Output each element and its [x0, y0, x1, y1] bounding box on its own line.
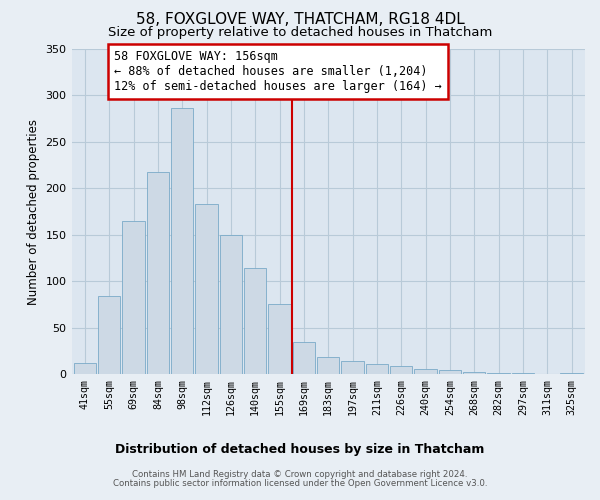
Text: 58, FOXGLOVE WAY, THATCHAM, RG18 4DL: 58, FOXGLOVE WAY, THATCHAM, RG18 4DL — [136, 12, 464, 28]
Bar — [171, 108, 193, 374]
Text: Distribution of detached houses by size in Thatcham: Distribution of detached houses by size … — [115, 442, 485, 456]
Text: Size of property relative to detached houses in Thatcham: Size of property relative to detached ho… — [108, 26, 492, 39]
Bar — [512, 373, 534, 374]
Text: Contains HM Land Registry data © Crown copyright and database right 2024.: Contains HM Land Registry data © Crown c… — [132, 470, 468, 479]
Text: Contains public sector information licensed under the Open Government Licence v3: Contains public sector information licen… — [113, 479, 487, 488]
Bar — [317, 358, 340, 374]
Y-axis label: Number of detached properties: Number of detached properties — [27, 118, 40, 304]
Bar — [293, 342, 315, 374]
Bar — [463, 372, 485, 374]
Text: 58 FOXGLOVE WAY: 156sqm
← 88% of detached houses are smaller (1,204)
12% of semi: 58 FOXGLOVE WAY: 156sqm ← 88% of detache… — [114, 50, 442, 93]
Bar — [268, 304, 291, 374]
Bar — [74, 363, 96, 374]
Bar — [487, 373, 510, 374]
Bar — [390, 366, 412, 374]
Bar — [244, 268, 266, 374]
Bar — [341, 361, 364, 374]
Bar — [98, 296, 121, 374]
Bar — [196, 204, 218, 374]
Bar — [122, 221, 145, 374]
Bar — [415, 368, 437, 374]
Bar — [366, 364, 388, 374]
Bar — [439, 370, 461, 374]
Bar — [220, 235, 242, 374]
Bar — [560, 373, 583, 374]
Bar — [147, 172, 169, 374]
